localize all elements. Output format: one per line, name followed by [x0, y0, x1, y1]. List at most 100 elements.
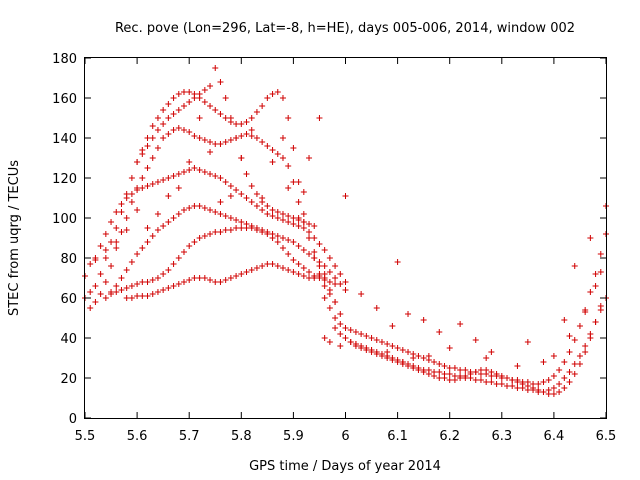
data-point	[321, 283, 328, 289]
data-point	[154, 145, 161, 151]
data-point	[160, 287, 167, 293]
data-point	[576, 323, 583, 329]
data-point	[504, 383, 511, 389]
data-point	[175, 281, 182, 287]
data-point	[451, 365, 458, 371]
data-point	[92, 283, 99, 289]
data-point	[186, 205, 193, 211]
data-point	[269, 91, 276, 97]
data-point	[488, 379, 495, 385]
data-point	[300, 189, 307, 195]
data-point	[342, 279, 349, 285]
data-point	[446, 365, 453, 371]
data-point	[154, 211, 161, 217]
data-point	[566, 349, 573, 355]
data-point	[337, 321, 344, 327]
data-point	[410, 365, 417, 371]
data-point	[425, 353, 432, 359]
data-point	[279, 211, 286, 217]
data-point	[87, 261, 94, 267]
data-point	[571, 263, 578, 269]
data-point	[540, 379, 547, 385]
data-point	[139, 293, 146, 299]
data-point	[425, 371, 432, 377]
data-point	[186, 89, 193, 95]
data-point	[217, 175, 224, 181]
data-point	[123, 295, 130, 301]
data-point	[311, 235, 318, 241]
x-tick-label: 5.6	[127, 429, 148, 444]
data-point	[300, 247, 307, 253]
data-point	[378, 353, 385, 359]
data-point	[108, 239, 115, 245]
data-point	[253, 109, 260, 115]
data-point	[212, 209, 219, 215]
data-point	[321, 335, 328, 341]
data-point	[394, 259, 401, 265]
data-point	[420, 355, 427, 361]
data-point	[415, 353, 422, 359]
data-point	[306, 275, 313, 281]
data-point	[571, 337, 578, 343]
data-point	[285, 213, 292, 219]
data-point	[347, 339, 354, 345]
data-point	[274, 233, 281, 239]
data-point	[347, 327, 354, 333]
data-point	[295, 215, 302, 221]
data-point	[212, 229, 219, 235]
data-point	[180, 207, 187, 213]
data-point	[384, 349, 391, 355]
data-point	[477, 377, 484, 383]
data-point	[269, 159, 276, 165]
data-point	[92, 257, 99, 263]
y-tick-label: 100	[52, 212, 77, 227]
data-point	[311, 249, 318, 255]
data-point	[420, 317, 427, 323]
data-point	[352, 341, 359, 347]
data-point	[165, 101, 172, 107]
data-point	[149, 277, 156, 283]
data-point	[582, 343, 589, 349]
data-point	[201, 169, 208, 175]
data-point	[233, 135, 240, 141]
data-point	[243, 269, 250, 275]
y-tick-label: 20	[60, 372, 77, 387]
data-point	[201, 233, 208, 239]
data-point	[264, 95, 271, 101]
data-point	[597, 269, 604, 275]
data-point	[290, 257, 297, 263]
data-point	[123, 227, 130, 233]
data-point	[285, 237, 292, 243]
data-point	[446, 377, 453, 383]
data-point	[264, 261, 271, 267]
data-point	[373, 351, 380, 357]
data-point	[144, 225, 151, 231]
data-point	[279, 265, 286, 271]
data-point	[269, 213, 276, 219]
data-point	[420, 369, 427, 375]
data-point	[285, 163, 292, 169]
data-point	[326, 269, 333, 275]
data-point	[274, 209, 281, 215]
data-point	[290, 145, 297, 151]
data-point	[97, 243, 104, 249]
data-point	[102, 231, 109, 237]
data-point	[535, 387, 542, 393]
data-point	[149, 233, 156, 239]
data-point	[582, 349, 589, 355]
data-point	[561, 375, 568, 381]
data-point	[394, 345, 401, 351]
data-point	[378, 339, 385, 345]
data-point	[180, 127, 187, 133]
data-point	[457, 367, 464, 373]
data-point	[504, 375, 511, 381]
data-point	[587, 335, 594, 341]
data-point	[123, 267, 130, 273]
data-point	[139, 245, 146, 251]
data-point	[248, 225, 255, 231]
data-point	[191, 95, 198, 101]
data-point	[269, 147, 276, 153]
x-tick-label: 5.5	[75, 429, 96, 444]
data-point	[248, 127, 255, 133]
data-point	[295, 243, 302, 249]
